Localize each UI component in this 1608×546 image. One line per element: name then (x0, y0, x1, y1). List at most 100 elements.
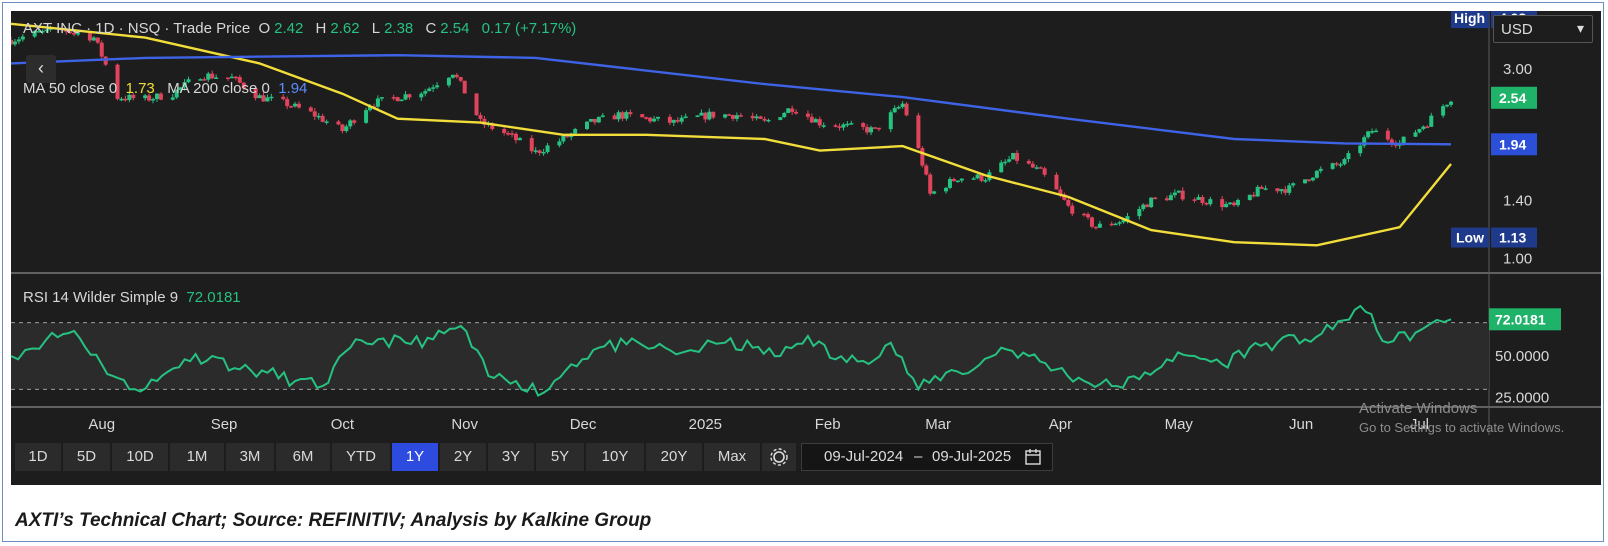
last-price-value: 2.54 (1499, 90, 1526, 106)
candle-body (999, 162, 1004, 173)
candle-body (979, 174, 984, 181)
chevron-down-icon: ▾ (1576, 20, 1584, 36)
candle-body (123, 98, 128, 101)
candle-body (1235, 199, 1240, 206)
candle-body (944, 187, 949, 192)
candle-body (1066, 199, 1071, 206)
candle-body (1291, 183, 1296, 186)
candle-body (297, 103, 301, 108)
candle-body (1224, 203, 1229, 208)
candle-body (841, 124, 846, 128)
high-label: H 2.62 (315, 20, 360, 37)
candle-body (198, 79, 203, 81)
ma50-value: 1.73 (125, 80, 155, 97)
change-value: 0.17 (+7.17%) (481, 20, 577, 37)
candle-body (91, 37, 96, 41)
timeframe-10y[interactable]: 10Y (586, 443, 644, 471)
low-label: L 2.38 (371, 20, 414, 37)
timeframe-5y[interactable]: 5Y (536, 443, 584, 471)
price-tick-label: 3.00 (1503, 61, 1532, 78)
candle-body (892, 108, 897, 113)
candle-body (431, 87, 436, 89)
candle-body (794, 111, 799, 114)
timeframe-1y[interactable]: 1Y (392, 443, 438, 471)
candle-body (1425, 126, 1430, 129)
timeframe-3m[interactable]: 3M (226, 443, 274, 471)
candle-body (131, 94, 136, 99)
candle-body (1417, 129, 1422, 133)
timeframe-2y[interactable]: 2Y (440, 443, 486, 471)
candle-body (541, 151, 546, 154)
currency-select[interactable]: USD ▾ (1493, 15, 1593, 43)
price-tick-label: 1.40 (1503, 193, 1532, 210)
candle-body (352, 120, 357, 123)
candle-body (624, 112, 629, 119)
candle-body (214, 77, 219, 79)
candle-body (147, 95, 152, 101)
candle-body (40, 30, 45, 33)
date-range-picker[interactable]: 09-Jul-2024 – 09-Jul-2025 (801, 443, 1053, 471)
candle-body (364, 110, 369, 123)
timeframe-6m[interactable]: 6M (276, 443, 330, 471)
low-value-badge (1491, 227, 1537, 248)
candle-body (1303, 179, 1308, 184)
candle-body (1204, 203, 1209, 205)
candle-body (616, 112, 621, 120)
candle-body (876, 127, 881, 130)
candle-body (517, 138, 522, 141)
candle-body (1429, 115, 1434, 127)
candle-body (64, 30, 69, 32)
candle-body (888, 112, 893, 130)
timeframe-3y[interactable]: 3Y (488, 443, 534, 471)
candle-body (1153, 197, 1158, 200)
candle-body (1026, 160, 1031, 164)
candle-body (545, 145, 550, 152)
candle-body (1247, 194, 1252, 200)
candle-body (1141, 204, 1146, 209)
timeframe-ytd[interactable]: YTD (332, 443, 390, 471)
candle-body (1058, 189, 1063, 195)
candle-body (762, 118, 767, 121)
timeframe-10d[interactable]: 10D (112, 443, 168, 471)
calendar-icon[interactable] (1024, 444, 1042, 479)
candle-body (336, 121, 341, 125)
candle-body (1089, 217, 1094, 227)
x-tick-label: Mar (925, 416, 951, 433)
candle-body (344, 126, 349, 132)
timeframe-max[interactable]: Max (704, 443, 760, 471)
candle-body (158, 93, 163, 100)
candle-body (679, 117, 684, 122)
candle-body (1034, 167, 1039, 169)
candle-body (285, 99, 290, 107)
candle-body (1113, 223, 1118, 226)
candle-body (1011, 152, 1016, 160)
candle-body (1121, 220, 1126, 223)
candle-body (482, 118, 487, 125)
x-tick-label: Sep (211, 416, 238, 433)
candle-body (932, 191, 937, 194)
candle-body (419, 93, 424, 98)
candle-body (119, 98, 124, 101)
rsi-tick-label: 50.0000 (1495, 348, 1549, 365)
x-tick-label: Jun (1289, 416, 1313, 433)
timeframe-1m[interactable]: 1M (170, 443, 224, 471)
candle-body (947, 179, 952, 188)
currency-value: USD (1501, 21, 1533, 38)
high-value: 2.62 (330, 20, 360, 37)
candle-body (182, 82, 187, 88)
candle-body (1038, 167, 1043, 169)
candle-body (510, 133, 515, 135)
timeframe-20y[interactable]: 20Y (646, 443, 702, 471)
candle-body (1346, 153, 1351, 160)
candle-body (99, 42, 104, 57)
ma-legend: MA 50 close 0 1.73 MA 200 close 0 1.94 (23, 80, 307, 97)
candle-body (174, 89, 179, 98)
candle-body (257, 95, 262, 99)
candle-body (754, 116, 759, 119)
timeframe-5d[interactable]: 5D (63, 443, 110, 471)
settings-gear-icon[interactable] (762, 443, 796, 471)
candle-body (592, 118, 597, 123)
timeframe-1d[interactable]: 1D (15, 443, 61, 471)
rsi-band (11, 322, 1489, 390)
back-button[interactable]: ‹ (26, 55, 56, 83)
